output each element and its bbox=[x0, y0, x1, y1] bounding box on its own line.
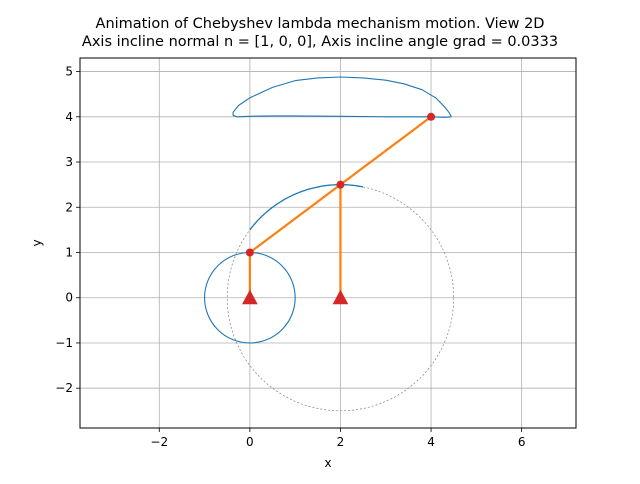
chart-title-line2: Axis incline normal n = [1, 0, 0], Axis … bbox=[81, 34, 559, 50]
x-tick-label: 6 bbox=[518, 435, 526, 449]
joint-marker bbox=[245, 248, 254, 257]
ground-support-marker bbox=[332, 289, 349, 305]
chart-title-line1: Animation of Chebyshev lambda mechanism … bbox=[95, 16, 545, 32]
mechanism-link bbox=[339, 115, 433, 186]
y-tick-label: −1 bbox=[55, 336, 73, 350]
y-tick-label: 2 bbox=[65, 200, 73, 214]
joint-marker bbox=[336, 180, 345, 189]
axes-frame bbox=[79, 57, 577, 429]
x-tick-label: 4 bbox=[427, 435, 435, 449]
y-tick-label: 3 bbox=[65, 155, 73, 169]
y-tick-label: 0 bbox=[65, 291, 73, 305]
x-tick-label: 2 bbox=[337, 435, 345, 449]
x-tick-label: −2 bbox=[150, 435, 168, 449]
y-tick-label: 5 bbox=[65, 65, 73, 79]
x-tick-label: 0 bbox=[246, 435, 254, 449]
mechanism-plot bbox=[204, 76, 455, 412]
end-effector-trace bbox=[232, 76, 452, 118]
axis-ticks: −2 0 2 4 6 −2 −1 0 1 2 3 4 5 bbox=[55, 65, 525, 449]
x-axis-label: x bbox=[324, 456, 331, 470]
y-tick-label: 4 bbox=[65, 110, 73, 124]
y-tick-label: −2 bbox=[55, 381, 73, 395]
y-tick-label: 1 bbox=[65, 245, 73, 259]
ground-support-marker bbox=[242, 289, 258, 305]
grid bbox=[80, 58, 576, 428]
joint-marker bbox=[427, 112, 436, 121]
y-axis-label: y bbox=[30, 239, 44, 246]
mechanism-link bbox=[248, 183, 342, 254]
